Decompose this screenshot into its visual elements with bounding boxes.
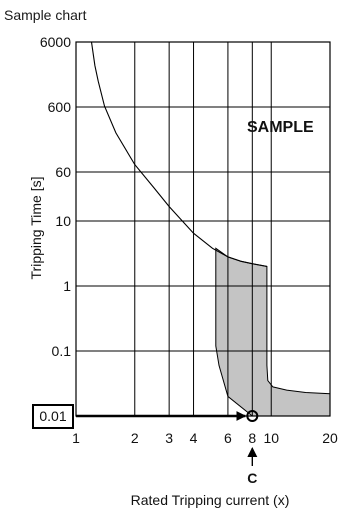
x-tick-label-4: 4 <box>190 430 198 446</box>
y-tick-label-10: 10 <box>55 213 71 229</box>
x-axis-title: Rated Tripping current (x) <box>131 492 290 508</box>
y-tick-label-60: 60 <box>55 164 71 180</box>
y-tick-labels: 0.1 1 10 60 600 6000 <box>40 34 71 359</box>
y-tick-label-0.1: 0.1 <box>52 343 72 359</box>
page-title: Sample chart <box>4 7 87 23</box>
tolerance-band-area <box>215 247 331 417</box>
tripping-curve <box>90 41 268 267</box>
y-tick-label-6000: 6000 <box>40 34 71 50</box>
point-c-marker <box>246 410 259 422</box>
x-tick-label-6: 6 <box>224 430 232 446</box>
x-tick-label-1: 1 <box>72 430 80 446</box>
grid-lines <box>75 41 331 417</box>
x-tick-label-10: 10 <box>263 430 279 446</box>
y-axis-title: Tripping Time [s] <box>28 177 44 280</box>
point-c-label: C <box>247 470 257 486</box>
x-tick-label-20: 20 <box>322 430 338 446</box>
boxed-label-box <box>32 404 74 429</box>
x-tick-label-8: 8 <box>248 430 256 446</box>
y-tick-label-600: 600 <box>48 99 72 115</box>
y-tick-label-1: 1 <box>63 278 71 294</box>
sample-watermark: SAMPLE <box>247 119 314 136</box>
boxed-label-text: 0.01 <box>39 408 66 424</box>
plot-frame <box>75 41 331 417</box>
x-tick-label-3: 3 <box>165 430 173 446</box>
x-tick-labels: 1 2 3 4 6 8 10 20 <box>72 430 338 446</box>
x-tick-label-2: 2 <box>131 430 139 446</box>
